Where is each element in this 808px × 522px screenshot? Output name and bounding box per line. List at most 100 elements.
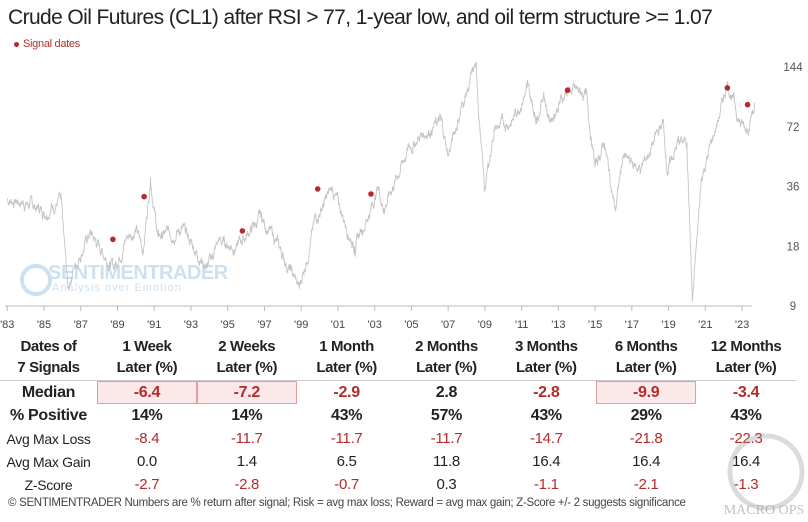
column-period: 2 Weeks (218, 338, 276, 355)
x-tick-label: '19 (661, 319, 675, 330)
x-tick-label: '83 (0, 319, 14, 330)
corner-line-1: Dates of (20, 338, 77, 355)
table-cell: -9.9 (596, 380, 697, 404)
column-header: 12 Months Later (%) (696, 336, 796, 381)
table-row: % Positive 14% 14% 43% 57% 43% 29% 43% (0, 404, 796, 427)
column-period: 6 Months (614, 338, 678, 355)
y-tick-label: 36 (787, 182, 800, 194)
table-cell: -2.7 (134, 476, 160, 493)
x-tick-label: '91 (147, 319, 161, 330)
table-cell: 11.8 (433, 453, 460, 470)
x-tick-label: '97 (257, 319, 271, 330)
column-unit: Later (%) (715, 359, 777, 376)
signal-point (564, 87, 571, 94)
x-tick-label: '05 (404, 319, 418, 330)
watermark-tagline: Analysis over Emotion (52, 282, 182, 294)
column-unit: Later (%) (416, 359, 477, 376)
stats-table: Dates of 7 Signals 1 Week Later (%) 2 Weeks… (0, 336, 796, 496)
row-label: % Positive (9, 406, 88, 424)
table-cell: 43% (530, 406, 562, 424)
table-cell: 14% (231, 406, 263, 424)
column-unit: Later (%) (615, 359, 677, 376)
x-tick-label: '95 (221, 319, 235, 330)
macro-ops-text: MACRO OPS (724, 503, 805, 518)
x-tick-label: '11 (515, 319, 529, 330)
chart-title: Crude Oil Futures (CL1) after RSI > 77, … (8, 6, 713, 29)
table-cell: 6.5 (336, 453, 357, 470)
x-tick-label: '23 (735, 319, 749, 330)
signal-dot-icon (14, 41, 19, 47)
y-tick-label: 144 (783, 62, 803, 74)
legend-label: Signal dates (23, 38, 80, 50)
y-tick-label: 18 (787, 241, 800, 253)
signal-point (724, 85, 731, 91)
signal-point (110, 236, 116, 243)
column-unit: Later (%) (516, 359, 577, 376)
table-cell: -2.9 (333, 383, 360, 401)
table-row: Avg Max Loss -8.4 -11.7 -11.7 -11.7 -14.7 -21.… (0, 427, 796, 450)
table-cell: -3.4 (732, 383, 760, 401)
table-cell: -22.3 (729, 430, 763, 447)
table-cell: -6.4 (97, 380, 197, 404)
column-header: 1 Month Later (%) (296, 336, 397, 381)
table-cell: 14% (131, 406, 163, 424)
table-cell: -1.3 (733, 476, 759, 493)
table-row: Z-Score -2.7 -2.8 -0.7 0.3 -1.1 -2.1 -1.3 (0, 473, 796, 496)
x-tick-label: '21 (698, 319, 712, 330)
table-row: Median -6.4 -7.2 -2.9 2.8 -2.8 -9.9 -3.4 (0, 380, 796, 404)
row-label: Avg Max Loss (6, 430, 91, 447)
x-tick-label: '89 (110, 319, 124, 330)
table-cell: 16.4 (632, 453, 661, 470)
column-header: 3 Months Later (%) (496, 336, 597, 381)
x-tick-label: '93 (184, 319, 198, 330)
column-period: 1 Month (319, 338, 374, 355)
column-unit: Later (%) (116, 359, 178, 376)
table-cell: 29% (630, 406, 662, 424)
table-cell: -2.1 (633, 476, 659, 493)
column-header: 2 Months Later (%) (396, 336, 497, 381)
table-cell: 43% (730, 406, 762, 424)
table-header-row: Dates of 7 Signals 1 Week Later (%) 2 Weeks… (0, 336, 796, 381)
watermark-brand: SENTIMENTRADER (48, 262, 228, 284)
column-header: 6 Months Later (%) (596, 336, 697, 381)
row-label: Z-Score (24, 476, 73, 493)
y-tick-label: 72 (787, 122, 800, 134)
table-cell: -21.8 (629, 430, 663, 447)
table-cell: 16.4 (532, 453, 561, 470)
y-tick-label: 9 (790, 301, 796, 313)
table-cell: 0.0 (136, 453, 157, 470)
signal-point (141, 193, 147, 200)
legend: Signal dates (14, 38, 80, 50)
signal-point (368, 191, 374, 197)
table-cell: 1.4 (236, 453, 257, 470)
column-header: 1 Week Later (%) (97, 336, 197, 381)
x-tick-label: '85 (37, 319, 51, 330)
corner-line-2: 7 Signals (17, 359, 80, 376)
x-tick-label: '87 (74, 319, 88, 330)
table-cell: -11.7 (430, 430, 463, 447)
x-tick-label: '13 (551, 319, 565, 330)
signal-point (744, 101, 751, 108)
table-cell: -11.7 (330, 430, 363, 447)
table-cell: 57% (430, 406, 463, 424)
column-header: 2 Weeks Later (%) (196, 336, 297, 381)
row-label: Avg Max Gain (6, 453, 91, 470)
table-cell: 16.4 (732, 453, 761, 470)
corner-header: Dates of 7 Signals (0, 336, 97, 381)
signal-point (239, 228, 246, 234)
x-tick-label: '07 (441, 319, 455, 330)
table-cell: -14.7 (529, 430, 563, 447)
x-tick-label: '01 (331, 319, 345, 330)
table-cell: 0.3 (436, 476, 457, 493)
table-cell: -2.8 (234, 476, 260, 493)
table-cell: -7.2 (196, 380, 297, 404)
price-chart: '83 '85 '87 '89 '91 '93 '95 '97 '99 '01 '03 '05 '07 '… (0, 62, 803, 330)
column-period: 2 Months (415, 338, 478, 355)
magnifier-logo-icon (20, 264, 52, 296)
table-cell: -11.7 (230, 430, 263, 447)
column-period: 3 Months (514, 338, 578, 355)
table-row: Avg Max Gain 0.0 1.4 6.5 11.8 16.4 16.4 16.4 (0, 450, 796, 473)
row-label: Median (21, 383, 76, 401)
x-tick-label: '09 (478, 319, 492, 330)
x-tick-label: '99 (294, 319, 308, 330)
